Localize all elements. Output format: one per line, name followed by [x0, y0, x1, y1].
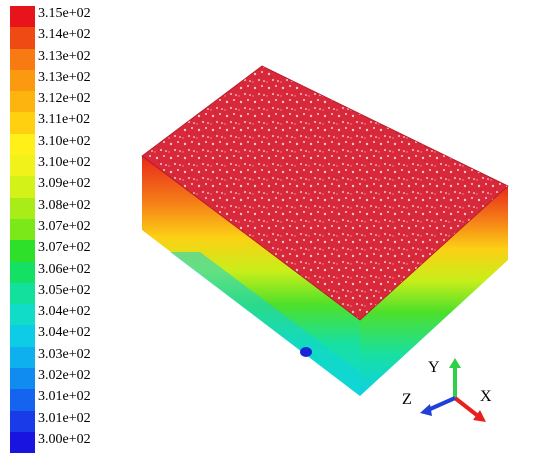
legend-swatch — [10, 6, 35, 28]
legend-swatch — [10, 240, 35, 262]
legend-swatch — [10, 69, 35, 92]
legend-label: 3.13e+02 — [38, 69, 91, 85]
legend-swatch — [10, 197, 35, 219]
legend-swatch — [10, 112, 35, 134]
y-axis-label: Y — [428, 359, 440, 376]
legend-row: 3.01e+02 — [10, 389, 150, 411]
z-axis-arrowhead — [420, 404, 432, 416]
color-legend: 3.15e+02 3.14e+02 3.13e+02 3.13e+02 3.12e+02… — [10, 6, 150, 454]
block-top-face — [141, 65, 509, 321]
legend-row: 3.09e+02 — [10, 176, 150, 198]
block-base-contour — [170, 252, 360, 396]
block-side-right-face — [360, 186, 508, 396]
legend-label: 3.11e+02 — [38, 112, 91, 128]
legend-swatch — [10, 27, 35, 49]
legend-swatch — [10, 304, 35, 326]
legend-label: 3.03e+02 — [38, 346, 91, 362]
legend-label: 3.01e+02 — [38, 410, 91, 426]
legend-row: 3.15e+02 — [10, 6, 150, 28]
axis-triad: Y X Z — [402, 358, 492, 422]
y-axis-arrowhead — [449, 358, 461, 368]
x-axis-arrow — [453, 396, 480, 418]
legend-row: 3.13e+02 — [10, 48, 150, 70]
legend-row: 3.00e+02 — [10, 431, 150, 454]
legend-row: 3.04e+02 — [10, 304, 150, 326]
legend-label: 3.04e+02 — [38, 325, 91, 341]
legend-swatch — [10, 133, 35, 156]
legend-row: 3.02e+02 — [10, 368, 150, 390]
legend-label: 3.08e+02 — [38, 197, 91, 213]
legend-row: 3.10e+02 — [10, 133, 150, 156]
legend-label: 3.14e+02 — [38, 27, 91, 43]
legend-swatch — [10, 346, 35, 369]
legend-swatch — [10, 48, 35, 70]
legend-swatch — [10, 431, 35, 454]
legend-row: 3.12e+02 — [10, 91, 150, 113]
legend-row: 3.05e+02 — [10, 282, 150, 305]
legend-row: 3.14e+02 — [10, 27, 150, 49]
legend-label: 3.13e+02 — [38, 48, 91, 64]
legend-label: 3.02e+02 — [38, 368, 91, 384]
legend-label: 3.06e+02 — [38, 261, 91, 277]
legend-label: 3.07e+02 — [38, 218, 91, 234]
legend-row: 3.01e+02 — [10, 410, 150, 432]
legend-label: 3.12e+02 — [38, 91, 91, 107]
legend-swatch — [10, 410, 35, 432]
legend-swatch — [10, 91, 35, 113]
legend-row: 3.07e+02 — [10, 218, 150, 241]
legend-label: 3.07e+02 — [38, 240, 91, 256]
legend-label: 3.10e+02 — [38, 155, 91, 171]
cold-spot-marker — [300, 347, 312, 357]
legend-swatch — [10, 155, 35, 177]
legend-row: 3.08e+02 — [10, 197, 150, 219]
legend-label: 3.09e+02 — [38, 176, 91, 192]
legend-label: 3.10e+02 — [38, 133, 91, 149]
legend-label: 3.15e+02 — [38, 6, 91, 21]
legend-row: 3.06e+02 — [10, 261, 150, 283]
legend-label: 3.01e+02 — [38, 389, 91, 405]
legend-row: 3.04e+02 — [10, 325, 150, 347]
legend-swatch — [10, 282, 35, 305]
legend-row: 3.13e+02 — [10, 69, 150, 92]
legend-label: 3.00e+02 — [38, 431, 91, 447]
legend-row: 3.07e+02 — [10, 240, 150, 262]
legend-row: 3.10e+02 — [10, 155, 150, 177]
legend-label: 3.04e+02 — [38, 304, 91, 320]
z-axis-arrow — [427, 396, 456, 412]
x-axis-arrowhead — [473, 410, 486, 422]
legend-row: 3.11e+02 — [10, 112, 150, 134]
legend-swatch — [10, 325, 35, 347]
legend-swatch — [10, 261, 35, 283]
legend-swatch — [10, 176, 35, 198]
legend-label: 3.05e+02 — [38, 282, 91, 298]
legend-row: 3.03e+02 — [10, 346, 150, 369]
legend-swatch — [10, 218, 35, 241]
legend-swatch — [10, 368, 35, 390]
x-axis-label: X — [480, 388, 492, 405]
z-axis-label: Z — [402, 391, 412, 408]
legend-swatch — [10, 389, 35, 411]
